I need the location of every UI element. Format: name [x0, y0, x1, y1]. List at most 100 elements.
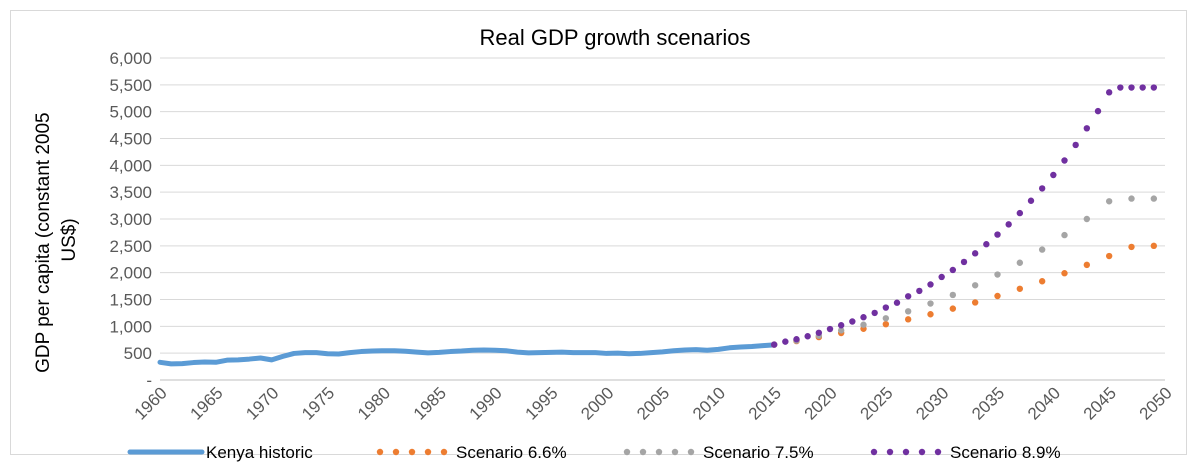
series-point-3	[837, 322, 845, 329]
series-point-3	[1150, 84, 1158, 91]
y-tick-label: 3,500	[109, 183, 152, 202]
series-point-2	[860, 321, 867, 328]
series-point-1	[1105, 252, 1113, 260]
series-point-3	[871, 309, 878, 317]
series-point-1	[971, 299, 979, 306]
series-point-2	[904, 308, 912, 315]
legend-marker-dot	[886, 448, 894, 456]
series-point-3	[1139, 84, 1146, 91]
series-point-3	[904, 293, 912, 300]
y-tick-label: 5,000	[109, 103, 152, 122]
legend-label: Scenario 7.5%	[703, 443, 814, 462]
series-point-3	[916, 287, 923, 295]
series-point-3	[994, 231, 1001, 238]
legend-marker-dot	[639, 448, 647, 456]
series-point-3	[815, 329, 823, 336]
series-point-3	[770, 341, 778, 348]
series-point-3	[949, 266, 957, 274]
series-point-2	[1038, 246, 1046, 253]
y-tick-label: 2,500	[109, 237, 152, 256]
legend-marker-dot	[870, 448, 878, 456]
legend-label: Scenario 8.9%	[950, 443, 1061, 462]
series-point-3	[971, 250, 979, 257]
legend-marker-dot	[687, 448, 695, 456]
series-point-3	[1128, 84, 1135, 91]
legend-marker-dot	[934, 448, 942, 456]
legend-marker-dot	[902, 448, 910, 456]
series-point-1	[994, 292, 1001, 300]
series-point-3	[1050, 171, 1057, 179]
series-point-2	[949, 291, 957, 299]
series-point-1	[904, 316, 912, 323]
y-tick-label: 3,000	[109, 210, 152, 229]
legend-marker-dot	[408, 448, 416, 456]
series-point-3	[1016, 209, 1024, 217]
series-point-3	[1083, 125, 1091, 132]
series-point-2	[882, 315, 890, 322]
series-point-3	[1072, 141, 1079, 149]
series-point-3	[1094, 107, 1102, 115]
legend-label: Kenya historic	[206, 443, 313, 462]
legend-marker-dot	[440, 448, 448, 456]
series-point-1	[1061, 270, 1068, 277]
series-point-2	[971, 282, 979, 289]
y-axis-title-line2: US$)	[59, 218, 80, 261]
series-layer	[157, 84, 1158, 367]
series-point-3	[960, 258, 968, 266]
series-point-1	[949, 305, 957, 312]
series-point-3	[1005, 221, 1012, 228]
series-point-2	[927, 300, 934, 307]
y-tick-label: 4,500	[109, 130, 152, 149]
y-axis-title-line1: GDP per capita (constant 2005	[33, 112, 54, 373]
series-point-3	[1105, 89, 1113, 96]
legend-marker-dot	[655, 448, 663, 456]
chart-title: Real GDP growth scenarios	[479, 25, 750, 50]
series-point-3	[893, 299, 901, 306]
series-point-2	[1083, 215, 1091, 223]
series-point-3	[826, 325, 834, 333]
series-point-3	[983, 241, 990, 248]
legend-marker-dot	[623, 448, 631, 456]
legend-marker-dot	[376, 448, 384, 456]
legend-marker-dot	[918, 448, 926, 456]
legend-label: Scenario 6.6%	[456, 443, 567, 462]
series-point-2	[1105, 198, 1113, 205]
series-point-2	[1061, 231, 1068, 239]
series-point-3	[804, 333, 811, 340]
series-point-1	[1150, 242, 1158, 250]
y-tick-label: 4,000	[109, 156, 152, 175]
y-tick-label: 6,000	[109, 49, 152, 68]
series-point-1	[882, 320, 890, 328]
series-point-3	[927, 281, 934, 288]
series-point-3	[849, 318, 856, 325]
series-point-3	[1027, 197, 1035, 204]
y-axis-title: GDP per capita (constant 2005 US$)	[33, 107, 80, 373]
series-point-3	[882, 304, 890, 311]
y-tick-label: -	[146, 371, 152, 390]
series-point-3	[782, 338, 789, 345]
y-axis-ticks: - 500 1,000 1,500 2,000 2,500 3,000 3,500 4,000 4…	[109, 49, 152, 390]
y-tick-label: 500	[124, 344, 152, 363]
series-point-1	[1016, 285, 1024, 292]
y-tick-label: 1,500	[109, 291, 152, 310]
series-point-3	[1061, 157, 1068, 164]
legend-marker-dot	[424, 448, 432, 456]
series-point-3	[938, 273, 945, 281]
series-point-1	[1128, 243, 1135, 251]
series-point-2	[1016, 259, 1024, 266]
y-tick-label: 1,000	[109, 317, 152, 336]
series-point-3	[1117, 84, 1124, 91]
series-point-3	[1038, 185, 1046, 192]
series-point-3	[793, 336, 800, 343]
series-point-1	[1038, 278, 1046, 285]
series-point-2	[1128, 195, 1135, 202]
y-tick-label: 5,500	[109, 76, 152, 95]
y-tick-label: 2,000	[109, 264, 152, 283]
series-point-2	[1150, 195, 1158, 202]
legend-marker-dot	[392, 448, 400, 456]
series-point-1	[927, 311, 934, 318]
legend-marker-dot	[671, 448, 679, 456]
series-point-2	[994, 271, 1001, 278]
